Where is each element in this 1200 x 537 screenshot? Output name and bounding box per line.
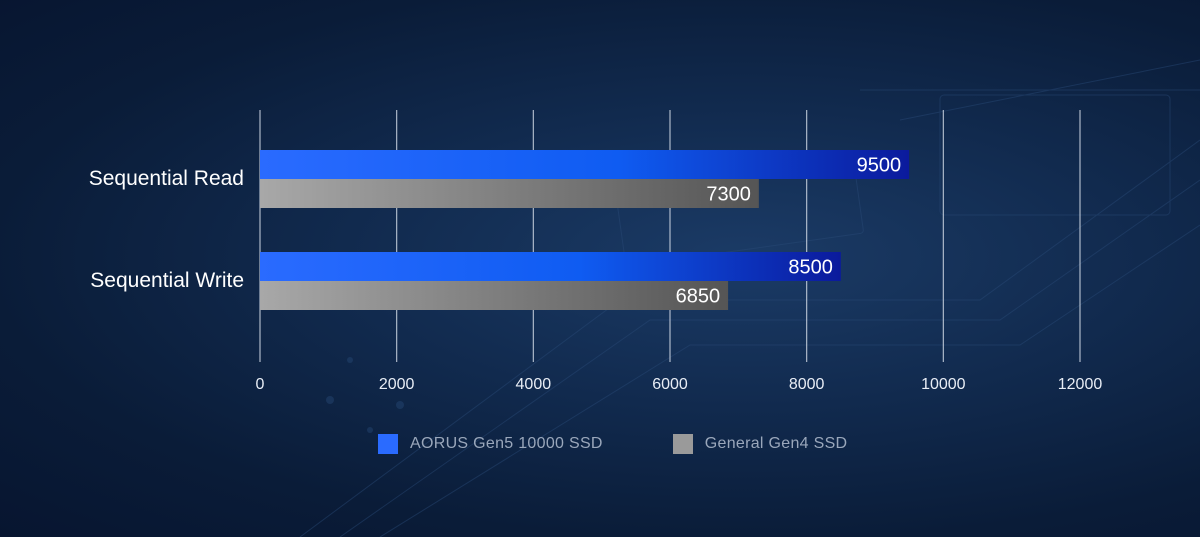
category-label: Sequential Write xyxy=(90,269,244,292)
bar-aorus-read xyxy=(260,150,910,179)
x-tick-label: 6000 xyxy=(652,376,688,393)
legend-item-general: General Gen4 SSD xyxy=(672,434,848,454)
category-label: Sequential Read xyxy=(89,167,244,190)
x-tick-label: 2000 xyxy=(379,376,415,393)
data-label: 6850 xyxy=(676,286,721,308)
legend-swatch-general xyxy=(672,434,693,454)
x-tick-label: 10000 xyxy=(921,376,966,393)
gridlines xyxy=(259,110,1081,362)
x-tick-label: 8000 xyxy=(789,376,825,393)
legend: AORUS Gen5 10000 SSD General Gen4 SSD xyxy=(378,433,917,455)
data-label: 9500 xyxy=(857,155,902,177)
legend-swatch-aorus xyxy=(378,434,398,454)
bar-aorus-write xyxy=(260,252,841,281)
bar-general-write xyxy=(260,281,729,310)
x-tick-label: 12000 xyxy=(1058,376,1103,393)
bar-general-read xyxy=(260,179,759,208)
x-tick-label: 0 xyxy=(256,376,265,393)
x-tick-label: 4000 xyxy=(516,376,552,393)
data-label: 7300 xyxy=(706,184,751,206)
legend-label-general: General Gen4 SSD xyxy=(704,435,848,452)
legend-label-aorus: AORUS Gen5 10000 SSD xyxy=(410,435,603,452)
labels: 0 2000 4000 6000 8000 10000 12000 Sequential Re… xyxy=(89,155,1103,394)
data-label: 8500 xyxy=(788,257,833,279)
bars xyxy=(260,150,910,310)
legend-item-aorus: AORUS Gen5 10000 SSD xyxy=(378,434,603,454)
